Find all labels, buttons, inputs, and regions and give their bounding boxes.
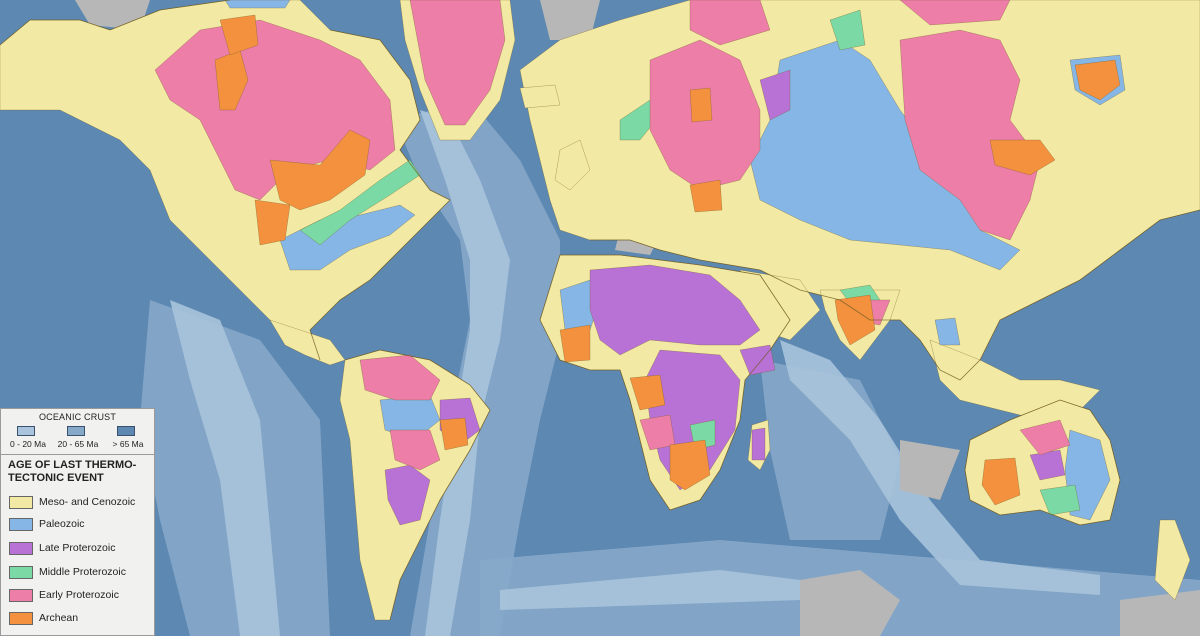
age-title-line-1: AGE OF LAST THERMO- (8, 459, 137, 471)
archean-south-america (439, 417, 469, 451)
early-proterozoic-south-america (359, 354, 441, 401)
legend-swatch (9, 589, 33, 602)
archean-west-africa (559, 324, 591, 363)
legend-item-meso-cenozoic: Meso- and Cenozoic (9, 495, 154, 511)
archean-superior (269, 129, 371, 211)
early-proterozoic-barents (689, 0, 771, 46)
legend-item-paleozoic: Paleozoic (9, 517, 154, 533)
late-proterozoic-sahara (589, 264, 761, 356)
paleozoic-northern-canada (224, 0, 291, 9)
oceanic-legend-item: 0 - 20 Ma (3, 426, 53, 456)
early-proterozoic-amazonia (389, 429, 441, 471)
legend-label: Paleozoic (39, 518, 85, 530)
archean-siberia (989, 139, 1056, 176)
coastline-south-america (344, 349, 491, 621)
legend-item-early-proterozoic: Early Proterozoic (9, 588, 154, 604)
oceanic-legend-item: > 65 Ma (103, 426, 153, 456)
archean-baltic (689, 87, 713, 123)
archean-ukraine (689, 179, 723, 213)
coastline-africa (539, 254, 791, 511)
legend-label: Late Proterozoic (39, 542, 116, 554)
late-proterozoic-madagascar (751, 427, 766, 461)
archean-kalahari (669, 439, 711, 491)
archean-pilbara (981, 457, 1021, 506)
middle-proterozoic-grenville (299, 159, 421, 246)
ocean-young-ridge-atlantic (420, 110, 510, 636)
legend-item-archean: Archean (9, 611, 154, 627)
ice-island-2 (900, 440, 960, 500)
oceanic-swatch (67, 426, 85, 436)
oceanic-crust-title: OCEANIC CRUST (38, 412, 117, 422)
legend-divider (1, 454, 154, 455)
age-title-line-2: TECTONIC EVENT (8, 472, 104, 484)
ocean-young-ridge-indian (780, 340, 1100, 595)
legend-label: Early Proterozoic (39, 589, 119, 601)
oceanic-legend-item: 20 - 65 Ma (53, 426, 103, 456)
coastline-north-america (0, 0, 451, 361)
early-proterozoic-siberia (899, 29, 1041, 241)
oceanic-label: > 65 Ma (112, 439, 144, 449)
archean-northern-canada (219, 14, 259, 56)
oceanic-swatch (117, 426, 135, 436)
legend-item-late-proterozoic: Late Proterozoic (9, 541, 154, 557)
map-legend: OCEANIC CRUST 0 - 20 Ma 20 - 65 Ma > 65 … (0, 408, 155, 636)
legend-item-middle-proterozoic: Middle Proterozoic (9, 565, 154, 581)
ocean-young-ridge-south (500, 570, 800, 610)
coastline-australia (964, 399, 1121, 526)
legend-swatch (9, 518, 33, 531)
ice-antarctica-west (1120, 590, 1200, 636)
oceanic-label: 20 - 65 Ma (57, 439, 99, 449)
middle-proterozoic-siberia (829, 9, 866, 51)
oceanic-swatch (17, 426, 35, 436)
archean-wyoming (254, 199, 291, 246)
early-proterozoic-australia (1019, 419, 1071, 456)
legend-label: Middle Proterozoic (39, 566, 126, 578)
early-proterozoic-greenland (409, 0, 506, 126)
age-legend-title: AGE OF LAST THERMO- TECTONIC EVENT (8, 459, 153, 485)
late-proterozoic-arabia (739, 344, 776, 376)
legend-label: Meso- and Cenozoic (39, 496, 136, 508)
ice-antarctica-east (800, 570, 900, 636)
archean-aldan (1074, 59, 1121, 101)
late-proterozoic-baltica (759, 69, 791, 121)
legend-swatch (9, 496, 33, 509)
legend-swatch (9, 542, 33, 555)
iceland (519, 84, 561, 109)
legend-swatch (9, 612, 33, 625)
middle-proterozoic-australia (1039, 484, 1081, 516)
oceanic-label: 0 - 20 Ma (10, 439, 46, 449)
archean-india (834, 294, 876, 346)
ocean-young-ridge-pacific (170, 300, 280, 636)
new-zealand (1154, 519, 1191, 601)
central-america (269, 319, 346, 366)
british-isles (554, 139, 591, 191)
legend-swatch (9, 566, 33, 579)
ice-arctic-svalbard (540, 0, 600, 40)
legend-label: Archean (39, 612, 79, 624)
archean-congo (629, 374, 666, 411)
paleozoic-siberia-central (749, 39, 1021, 271)
paleozoic-indochina (934, 317, 961, 346)
early-proterozoic-siberia-north (899, 0, 1011, 26)
coastlines (0, 0, 1200, 621)
coastline-eurasia-south (590, 209, 1200, 381)
